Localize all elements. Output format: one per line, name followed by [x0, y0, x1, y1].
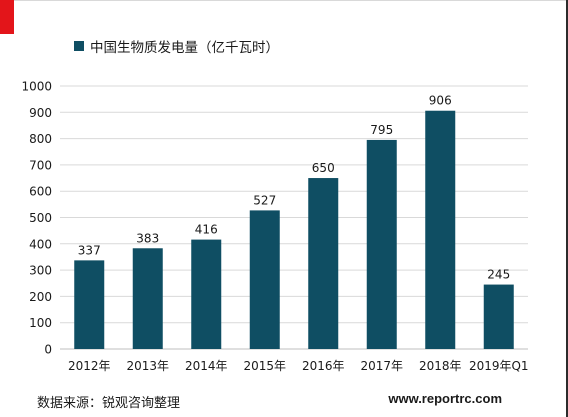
- data-label: 245: [487, 268, 510, 282]
- y-axis: 0 100 200 300 400 500 600 700 800 900 1000: [21, 80, 52, 357]
- x-tick-label: 2014年: [185, 359, 228, 373]
- x-tick-label: 2018年: [419, 359, 462, 373]
- y-tick-label: 700: [29, 158, 52, 172]
- y-tick-label: 100: [29, 316, 52, 330]
- y-tick-label: 900: [29, 106, 52, 120]
- red-accent-bar: [0, 0, 14, 34]
- data-label: 383: [136, 231, 159, 245]
- y-tick-label: 400: [29, 237, 52, 251]
- bar: [308, 178, 339, 349]
- bar: [249, 210, 280, 349]
- x-tick-label: 2015年: [243, 359, 286, 373]
- bar: [132, 248, 163, 349]
- data-label: 906: [429, 94, 452, 108]
- data-label: 795: [370, 123, 393, 137]
- bar: [483, 284, 514, 349]
- x-tick-label: 2012年: [68, 359, 111, 373]
- bar: [366, 139, 397, 349]
- bar: [425, 110, 456, 349]
- data-labels: 337 383 416 527 650 795 906 245: [78, 94, 510, 282]
- x-axis: 2012年 2013年 2014年 2015年 2016年 2017年 2018年 2019年…: [68, 359, 529, 373]
- data-label: 416: [195, 223, 218, 237]
- top-divider: [0, 0, 566, 1]
- data-label: 527: [253, 193, 276, 207]
- x-tick-label: 2017年: [360, 359, 403, 373]
- x-tick-label: 2013年: [126, 359, 169, 373]
- data-label: 337: [78, 243, 101, 257]
- y-tick-label: 200: [29, 290, 52, 304]
- y-tick-label: 500: [29, 211, 52, 225]
- gridlines: [60, 85, 528, 350]
- y-tick-label: 300: [29, 264, 52, 278]
- y-tick-label: 800: [29, 132, 52, 146]
- y-tick-label: 600: [29, 185, 52, 199]
- y-tick-label: 0: [44, 343, 52, 357]
- bars: [74, 110, 514, 349]
- bar: [191, 239, 222, 349]
- legend-label: 中国生物质发电量（亿千瓦时）: [90, 40, 279, 56]
- x-tick-label: 2016年: [302, 359, 345, 373]
- y-tick-label: 1000: [21, 80, 52, 94]
- x-tick-label: 2019年Q1: [469, 359, 529, 373]
- data-label: 650: [312, 161, 335, 175]
- data-source-note: 数据来源：锐观咨询整理: [37, 396, 181, 411]
- bar: [74, 260, 105, 349]
- website-url: www.reportrc.com: [388, 391, 502, 406]
- legend: 中国生物质发电量（亿千瓦时）: [74, 36, 279, 56]
- legend-swatch: [74, 41, 84, 51]
